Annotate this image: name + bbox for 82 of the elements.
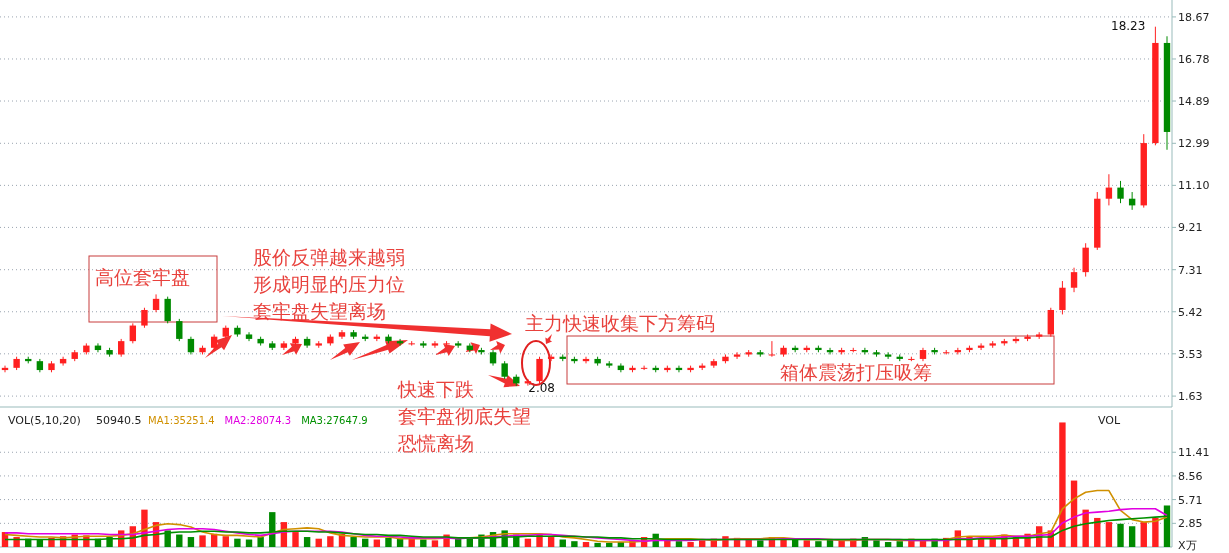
bar — [385, 537, 392, 547]
annotation: 套牢盘失望离场 — [253, 300, 386, 322]
bar — [699, 540, 706, 547]
y-tick-label: 11.41 — [1178, 446, 1210, 460]
bar — [1059, 422, 1066, 547]
bar — [315, 538, 322, 547]
candlestick — [1105, 173, 1113, 206]
bar — [431, 540, 439, 547]
y-tick-label: 12.99 — [1178, 137, 1210, 151]
y-tick-label: 11.10 — [1178, 179, 1210, 193]
annotation: 18.23 — [1111, 19, 1146, 33]
bar — [1128, 526, 1136, 547]
bar — [1140, 522, 1147, 547]
bar — [884, 542, 892, 547]
bar — [420, 539, 427, 547]
bar — [48, 537, 55, 547]
y-tick-label: 16.78 — [1178, 52, 1210, 66]
candlestick — [141, 307, 148, 329]
text: MA3:27647.9 — [301, 415, 368, 426]
bar — [687, 542, 694, 547]
bar — [524, 538, 532, 547]
bar — [187, 537, 195, 547]
candlestick — [1117, 180, 1124, 204]
bar — [571, 541, 578, 547]
text: MA2:28074.3 — [224, 415, 292, 426]
candlestick — [176, 318, 183, 342]
candlestick — [443, 340, 450, 347]
y-tick-label: 1.63 — [1178, 390, 1203, 404]
annotation: 套牢盘彻底失望 — [398, 405, 531, 427]
annotation: VOL(5,10,20) — [8, 414, 81, 427]
y-tick-label: 5.71 — [1178, 493, 1203, 507]
candlestick — [733, 351, 741, 360]
bar — [594, 542, 601, 547]
annotation: 快速下跌 — [397, 378, 474, 400]
annotation: 股价反弹越来越弱 — [253, 246, 405, 268]
y-tick-label: 2.85 — [1178, 517, 1203, 531]
bar — [350, 537, 357, 547]
bar — [803, 540, 810, 547]
bar — [176, 534, 183, 547]
candlestick — [640, 365, 648, 371]
bar — [1152, 517, 1159, 547]
bar — [362, 538, 369, 547]
annotation: VOL — [1098, 414, 1121, 427]
candlestick — [768, 340, 776, 358]
annotation: 高位套牢盘 — [95, 266, 190, 288]
candlestick — [164, 296, 171, 324]
bar — [257, 537, 264, 547]
y-tick-label: 7.31 — [1178, 263, 1203, 277]
bar — [582, 542, 590, 547]
candlestick — [1059, 280, 1066, 315]
y-tick-label: 18.67 — [1178, 10, 1210, 24]
candlestick — [884, 351, 892, 360]
candlestick — [129, 322, 137, 344]
y-axis-title: X万 — [1178, 539, 1197, 552]
candlestick — [536, 356, 543, 384]
annotation: 恐慌离场 — [397, 432, 474, 454]
annotation: 箱体震荡打压吸筹 — [780, 361, 932, 383]
y-tick-label: 14.89 — [1178, 95, 1210, 109]
bar — [1105, 522, 1113, 547]
text: MA1:35251.4 — [148, 415, 215, 426]
bar — [1082, 509, 1089, 547]
bar — [222, 536, 229, 547]
annotation: 50940.5 — [96, 414, 142, 427]
bar — [1117, 523, 1124, 547]
candlestick — [408, 340, 415, 347]
bar — [327, 536, 334, 547]
bar — [234, 538, 241, 547]
bar — [303, 537, 311, 547]
y-tick-label: 5.42 — [1178, 305, 1203, 319]
y-tick-label: 3.53 — [1178, 347, 1203, 361]
y-tick-label: 9.21 — [1178, 221, 1203, 235]
bar — [199, 535, 206, 547]
y-tick-label: 8.56 — [1178, 469, 1203, 483]
annotation: 主力快速收集下方筹码 — [525, 312, 715, 334]
bar — [292, 532, 299, 547]
bar — [13, 537, 20, 547]
candlestick — [1070, 267, 1078, 293]
annotation: 2.08 — [528, 381, 555, 396]
bar — [396, 538, 404, 547]
annotation: 形成明显的压力位 — [253, 273, 405, 295]
bar — [547, 537, 555, 547]
candlestick — [431, 340, 439, 349]
